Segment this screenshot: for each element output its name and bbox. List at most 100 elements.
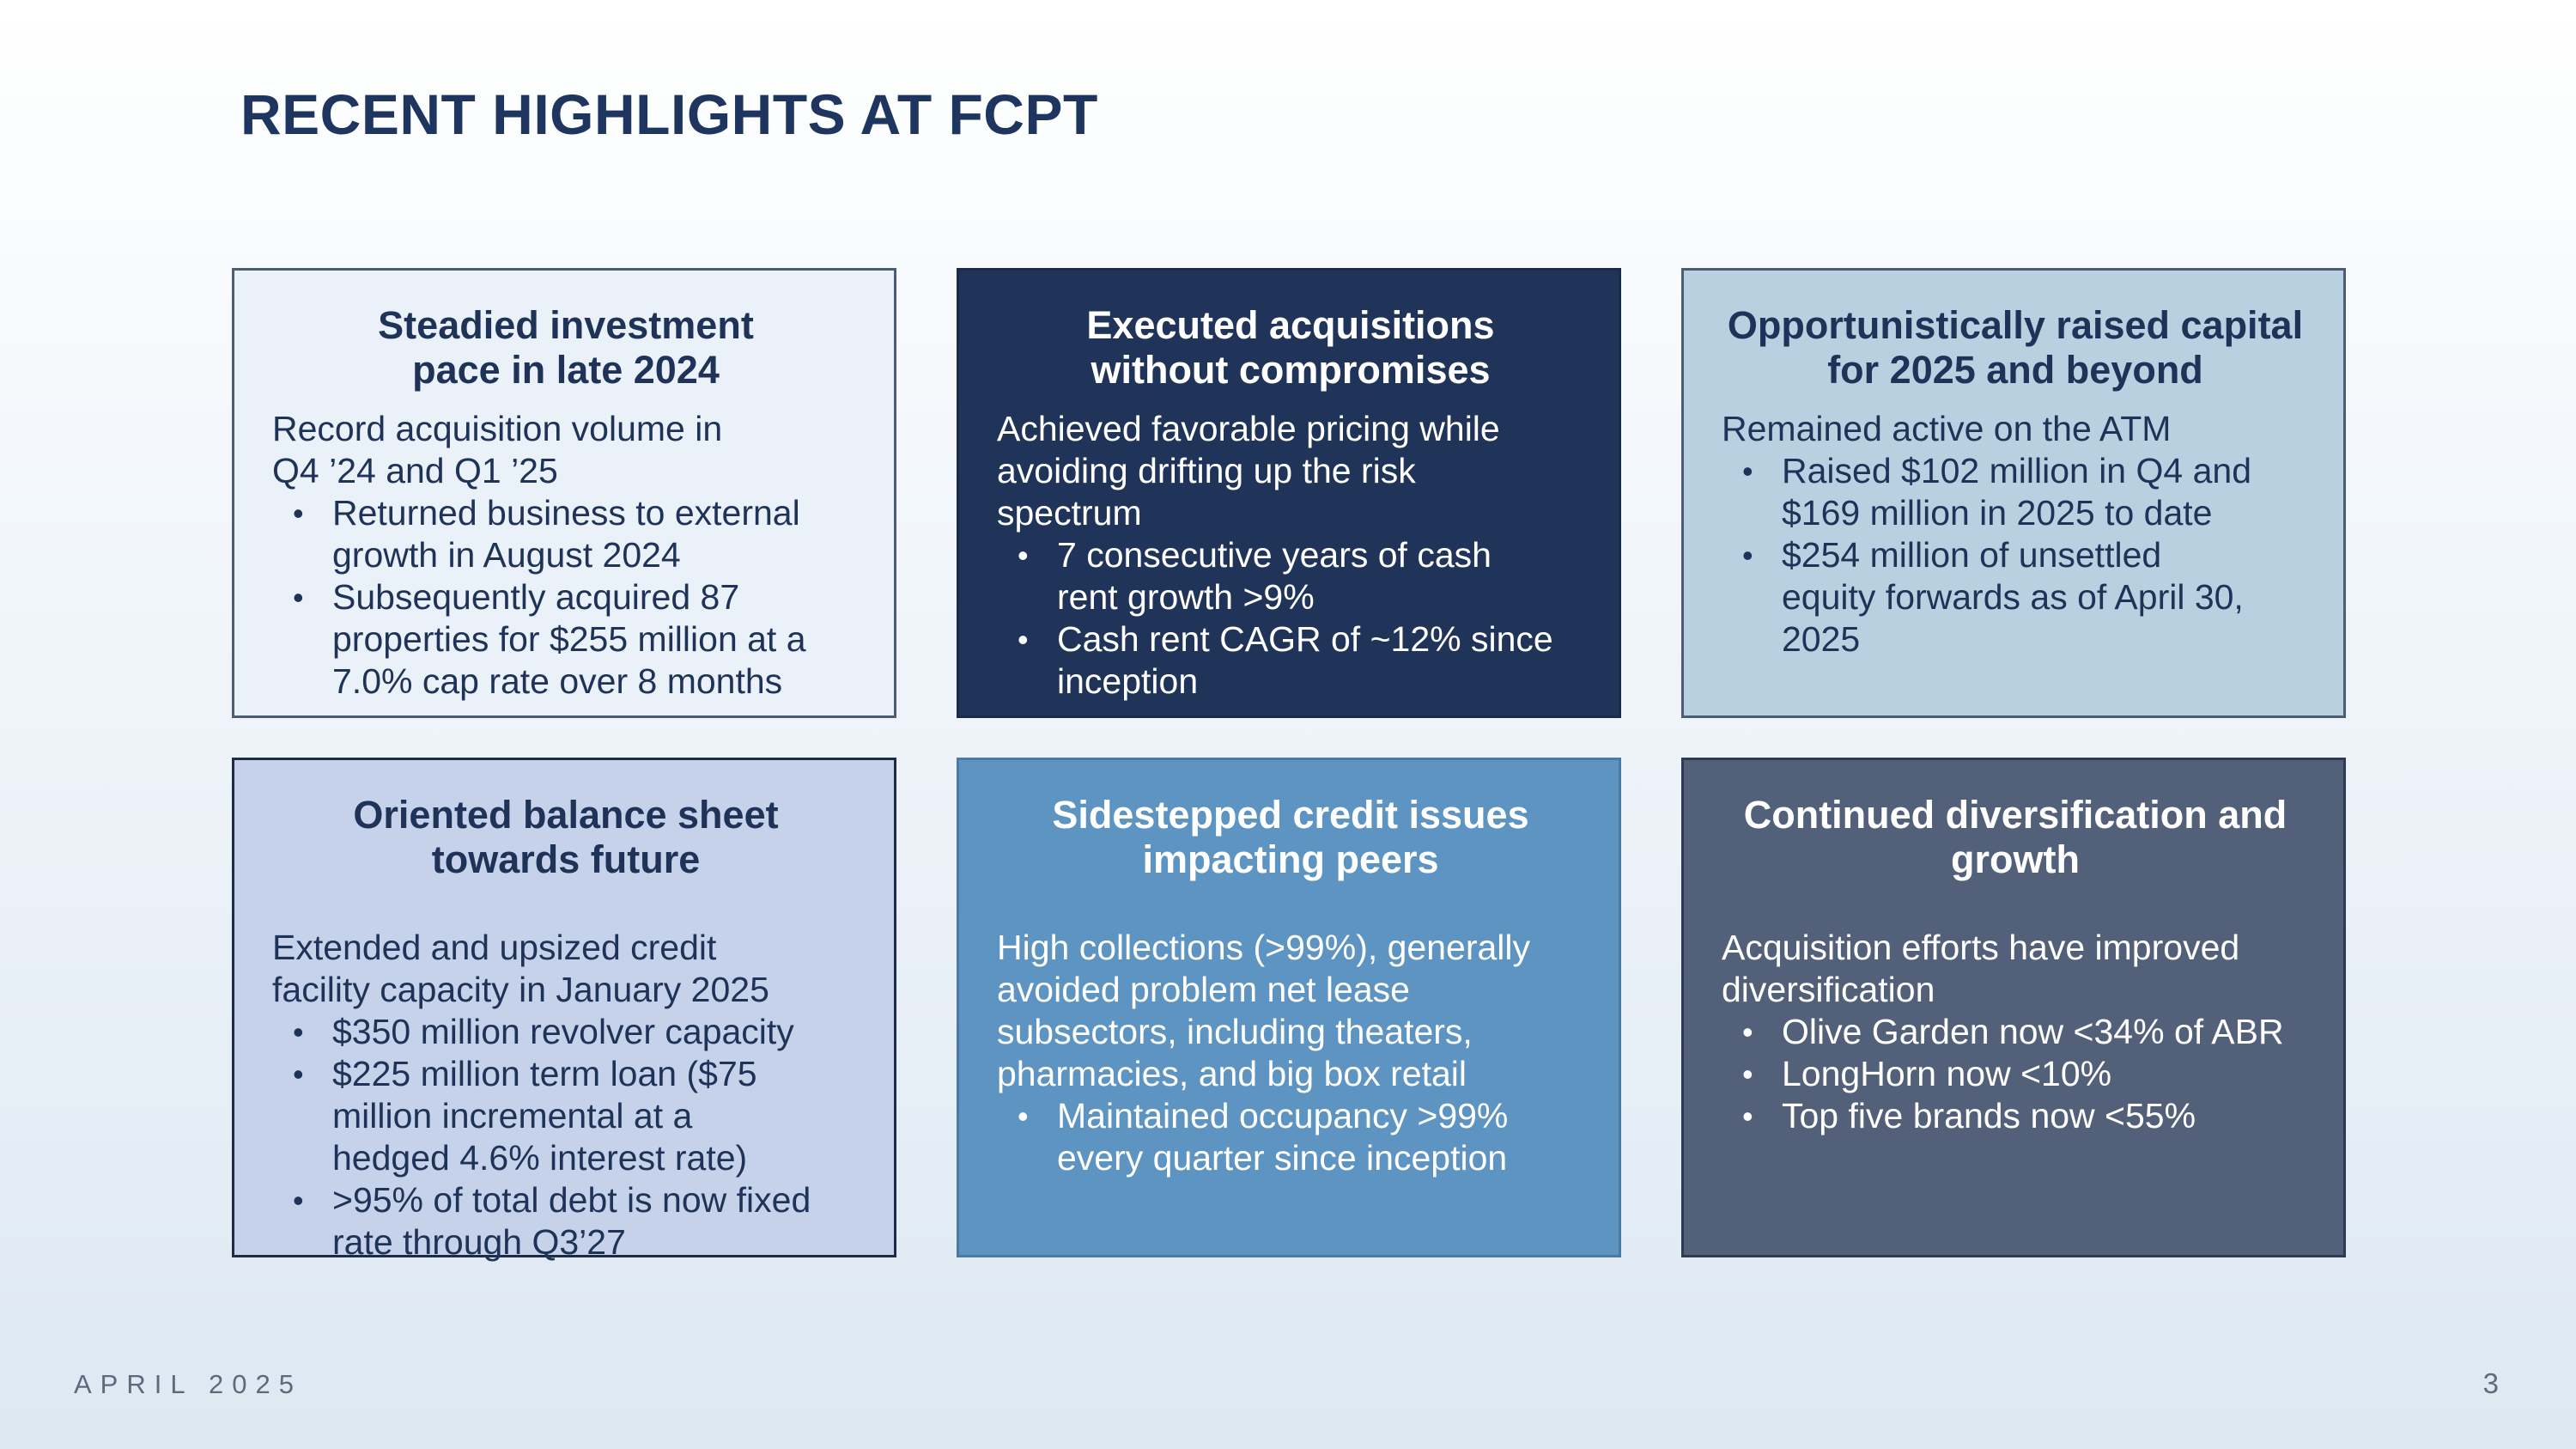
bullet-dot-icon: • (1018, 538, 1029, 573)
card-intro-line: pharmacies, and big box retail (997, 1054, 1467, 1093)
card-intro-line: Q4 ’24 and Q1 ’25 (272, 451, 558, 490)
bullet-text-line: $254 million of unsettled (1782, 535, 2162, 575)
bullet-item: • LongHorn now <10% (1722, 1053, 2309, 1095)
card-title: Executed acquisitions without compromises (997, 303, 1584, 393)
card-intro-line: Achieved favorable pricing while (997, 409, 1500, 448)
highlight-card-balance-sheet: Oriented balance sheet towards future Ext… (232, 758, 896, 1262)
bullet-item: • >95% of total debt is now fixed rate thr… (272, 1179, 860, 1263)
card-intro-line: Remained active on the ATM (1722, 409, 2172, 448)
card-title-line: Sidestepped credit issues (1052, 793, 1529, 837)
bullet-dot-icon: • (293, 496, 304, 531)
bullet-dot-icon: • (1018, 622, 1029, 657)
card-title: Sidestepped credit issues impacting peers (997, 793, 1584, 882)
card-bullet-list: • $350 million revolver capacity • $225 mil… (272, 1011, 860, 1263)
card-intro-text: Record acquisition volume in Q4 ’24 and Q… (272, 408, 860, 492)
bullet-text-line: equity forwards as of April 30, (1782, 577, 2244, 617)
bullet-text-line: LongHorn now <10% (1782, 1054, 2112, 1093)
bullet-item: • Olive Garden now <34% of ABR (1722, 1011, 2309, 1053)
card-title-line: Continued diversification and (1743, 793, 2287, 837)
bullet-text-line: hedged 4.6% interest rate) (332, 1138, 748, 1178)
card-title-line: pace in late 2024 (412, 348, 720, 392)
highlight-card-acquisitions: Executed acquisitions without compromises… (957, 268, 1621, 718)
card-intro-text: Acquisition efforts have improved diversi… (1722, 927, 2309, 1011)
card-intro-text: High collections (>99%), generally avoide… (997, 927, 1584, 1095)
highlight-card-diversification: Continued diversification and growth Acqu… (1681, 758, 2346, 1257)
bullet-text-line: Subsequently acquired 87 (332, 577, 740, 617)
card-intro-text: Extended and upsized credit facility capa… (272, 927, 860, 1011)
highlight-card-investment-pace: Steadied investment pace in late 2024 Rec… (232, 268, 896, 718)
card-title: Steadied investment pace in late 2024 (272, 303, 860, 393)
card-intro-line: High collections (>99%), generally (997, 928, 1531, 967)
bullet-text-line: Cash rent CAGR of ~12% since (1057, 619, 1553, 659)
card-bullet-list: • Returned business to external growth in … (272, 492, 860, 703)
card-bullet-list: • Olive Garden now <34% of ABR • LongHorn n… (1722, 1011, 2309, 1137)
bullet-item: • Cash rent CAGR of ~12% since inception (997, 618, 1584, 703)
card-title: Oriented balance sheet towards future (272, 793, 860, 882)
bullet-item: • Raised $102 million in Q4 and $169 milli… (1722, 450, 2309, 534)
card-bullet-list: • 7 consecutive years of cash rent growth … (997, 534, 1584, 703)
card-title-line: growth (1951, 837, 2080, 881)
bullet-text-line: million incremental at a (332, 1096, 693, 1135)
card-title: Opportunistically raised capital for 2025… (1722, 303, 2309, 393)
card-intro-line: diversification (1722, 970, 1935, 1009)
footer-date: APRIL 2025 (74, 1369, 303, 1399)
bullet-item: • Subsequently acquired 87 properties for … (272, 576, 860, 703)
highlight-card-credit-issues: Sidestepped credit issues impacting peers… (957, 758, 1621, 1257)
card-title-line: impacting peers (1142, 837, 1439, 881)
card-title-line: Opportunistically raised capital (1727, 303, 2304, 347)
card-title-line: Executed acquisitions (1086, 303, 1495, 347)
card-bullet-list: • Maintained occupancy >99% every quarter … (997, 1095, 1584, 1179)
bullet-text-line: 7 consecutive years of cash (1057, 535, 1492, 575)
bullet-item: • 7 consecutive years of cash rent growth … (997, 534, 1584, 618)
bullet-text-line: Top five brands now <55% (1782, 1096, 2196, 1135)
card-intro-line: facility capacity in January 2025 (272, 970, 769, 1009)
bullet-dot-icon: • (1742, 1014, 1753, 1050)
bullet-item: • $254 million of unsettled equity forward… (1722, 534, 2309, 661)
card-title-line: Steadied investment (378, 303, 754, 347)
card-intro-line: Extended and upsized credit (272, 928, 717, 967)
bullet-dot-icon: • (1742, 538, 1753, 573)
bullet-text-line: Returned business to external (332, 493, 800, 533)
bullet-dot-icon: • (1742, 1056, 1753, 1092)
card-intro-line: avoided problem net lease (997, 970, 1410, 1009)
bullet-text-line: every quarter since inception (1057, 1138, 1508, 1178)
bullet-text-line: growth in August 2024 (332, 535, 681, 575)
card-title: Continued diversification and growth (1722, 793, 2309, 882)
card-intro-line: subsectors, including theaters, (997, 1012, 1473, 1051)
bullet-text-line: rate through Q3’27 (332, 1222, 626, 1262)
card-intro-line: avoiding drifting up the risk (997, 451, 1416, 490)
bullet-text-line: >95% of total debt is now fixed (332, 1180, 811, 1220)
bullet-text-line: $225 million term loan ($75 (332, 1054, 757, 1093)
card-title-line: for 2025 and beyond (1827, 348, 2203, 392)
bullet-text-line: Maintained occupancy >99% (1057, 1096, 1509, 1135)
bullet-item: • $225 million term loan ($75 million incr… (272, 1053, 860, 1179)
bullet-dot-icon: • (293, 1183, 304, 1218)
bullet-text-line: $169 million in 2025 to date (1782, 493, 2213, 533)
bullet-item: • Maintained occupancy >99% every quarter … (997, 1095, 1584, 1179)
card-intro-text: Remained active on the ATM (1722, 408, 2309, 450)
bullet-text-line: properties for $255 million at a (332, 619, 806, 659)
bullet-dot-icon: • (293, 1014, 304, 1050)
bullet-dot-icon: • (1742, 454, 1753, 489)
card-intro-line: Acquisition efforts have improved (1722, 928, 2240, 967)
bullet-text-line: Raised $102 million in Q4 and (1782, 451, 2251, 490)
bullet-dot-icon: • (1742, 1099, 1753, 1134)
bullet-text-line: inception (1057, 661, 1199, 701)
bullet-item: • $350 million revolver capacity (272, 1011, 860, 1053)
bullet-text-line: rent growth >9% (1057, 577, 1315, 617)
page-number: 3 (2482, 1367, 2499, 1399)
bullet-item: • Returned business to external growth in … (272, 492, 860, 576)
bullet-text-line: 2025 (1782, 619, 1861, 659)
bullet-text-line: Olive Garden now <34% of ABR (1782, 1012, 2284, 1051)
card-intro-text: Achieved favorable pricing while avoiding… (997, 408, 1584, 534)
card-title-line: towards future (431, 837, 701, 881)
page-title: RECENT HIGHLIGHTS AT FCPT (240, 82, 1098, 146)
bullet-text-line: 7.0% cap rate over 8 months (332, 661, 783, 701)
bullet-dot-icon: • (293, 580, 304, 615)
bullet-text-line: $350 million revolver capacity (332, 1012, 794, 1051)
card-title-line: without compromises (1091, 348, 1491, 392)
card-intro-line: spectrum (997, 493, 1142, 533)
card-bullet-list: • Raised $102 million in Q4 and $169 milli… (1722, 450, 2309, 661)
highlight-card-capital-raised: Opportunistically raised capital for 2025… (1681, 268, 2346, 718)
bullet-dot-icon: • (293, 1056, 304, 1092)
